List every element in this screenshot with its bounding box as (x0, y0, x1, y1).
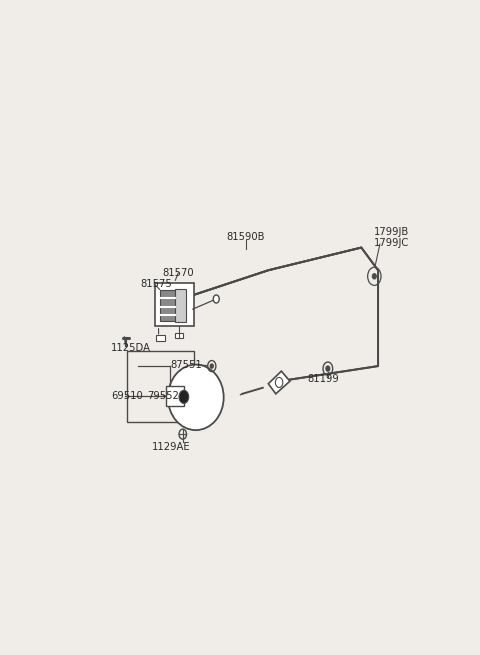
Text: 79552: 79552 (147, 391, 180, 402)
Text: 81199: 81199 (308, 374, 339, 384)
Text: 69510: 69510 (111, 391, 143, 402)
FancyBboxPatch shape (155, 283, 194, 326)
Text: 81590B: 81590B (227, 233, 265, 242)
Text: 1125DA: 1125DA (111, 343, 151, 354)
Bar (160, 290, 175, 321)
Bar (175, 289, 186, 322)
Circle shape (326, 366, 330, 371)
Text: 1799JC: 1799JC (374, 238, 409, 248)
Text: 1129AE: 1129AE (152, 441, 190, 452)
Bar (166, 386, 184, 406)
Circle shape (179, 390, 189, 403)
Bar (156, 335, 165, 341)
Bar (175, 333, 183, 339)
Bar (127, 351, 194, 422)
Text: 87551: 87551 (171, 360, 203, 370)
Text: 81575: 81575 (140, 279, 172, 289)
Text: 81570: 81570 (162, 268, 194, 278)
Polygon shape (268, 371, 290, 394)
Circle shape (372, 274, 376, 279)
Circle shape (213, 295, 219, 303)
Circle shape (210, 364, 213, 368)
Text: 1799JB: 1799JB (374, 227, 409, 237)
Ellipse shape (168, 365, 224, 430)
